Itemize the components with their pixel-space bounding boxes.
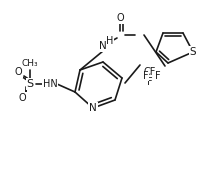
Text: H: H — [106, 36, 114, 46]
Text: O: O — [14, 67, 22, 77]
Text: CF₃: CF₃ — [144, 67, 160, 77]
Text: N: N — [89, 103, 97, 113]
Text: F: F — [147, 77, 153, 87]
Text: CH₃: CH₃ — [22, 58, 38, 67]
Text: F: F — [155, 71, 161, 81]
Text: N: N — [89, 103, 97, 113]
Text: HN: HN — [43, 79, 57, 89]
Text: O: O — [116, 13, 124, 23]
Text: F: F — [143, 71, 149, 81]
Text: O: O — [18, 93, 26, 103]
Text: S: S — [190, 47, 196, 57]
Text: S: S — [26, 79, 34, 89]
Text: N: N — [99, 41, 107, 51]
